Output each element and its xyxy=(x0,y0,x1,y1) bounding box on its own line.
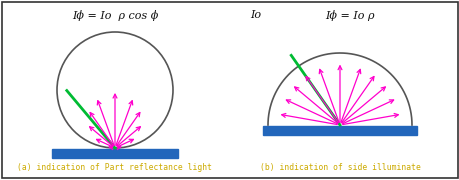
Text: (a) indication of Part reflectance light: (a) indication of Part reflectance light xyxy=(17,163,212,172)
Bar xyxy=(52,149,178,158)
Text: Iϕ = Io ρ: Iϕ = Io ρ xyxy=(325,10,374,21)
Text: Io: Io xyxy=(249,10,261,20)
Bar xyxy=(263,126,416,135)
Text: (b) indication of side illuminate: (b) indication of side illuminate xyxy=(259,163,420,172)
Text: Iϕ = Io  ρ cos ϕ: Iϕ = Io ρ cos ϕ xyxy=(72,10,158,21)
